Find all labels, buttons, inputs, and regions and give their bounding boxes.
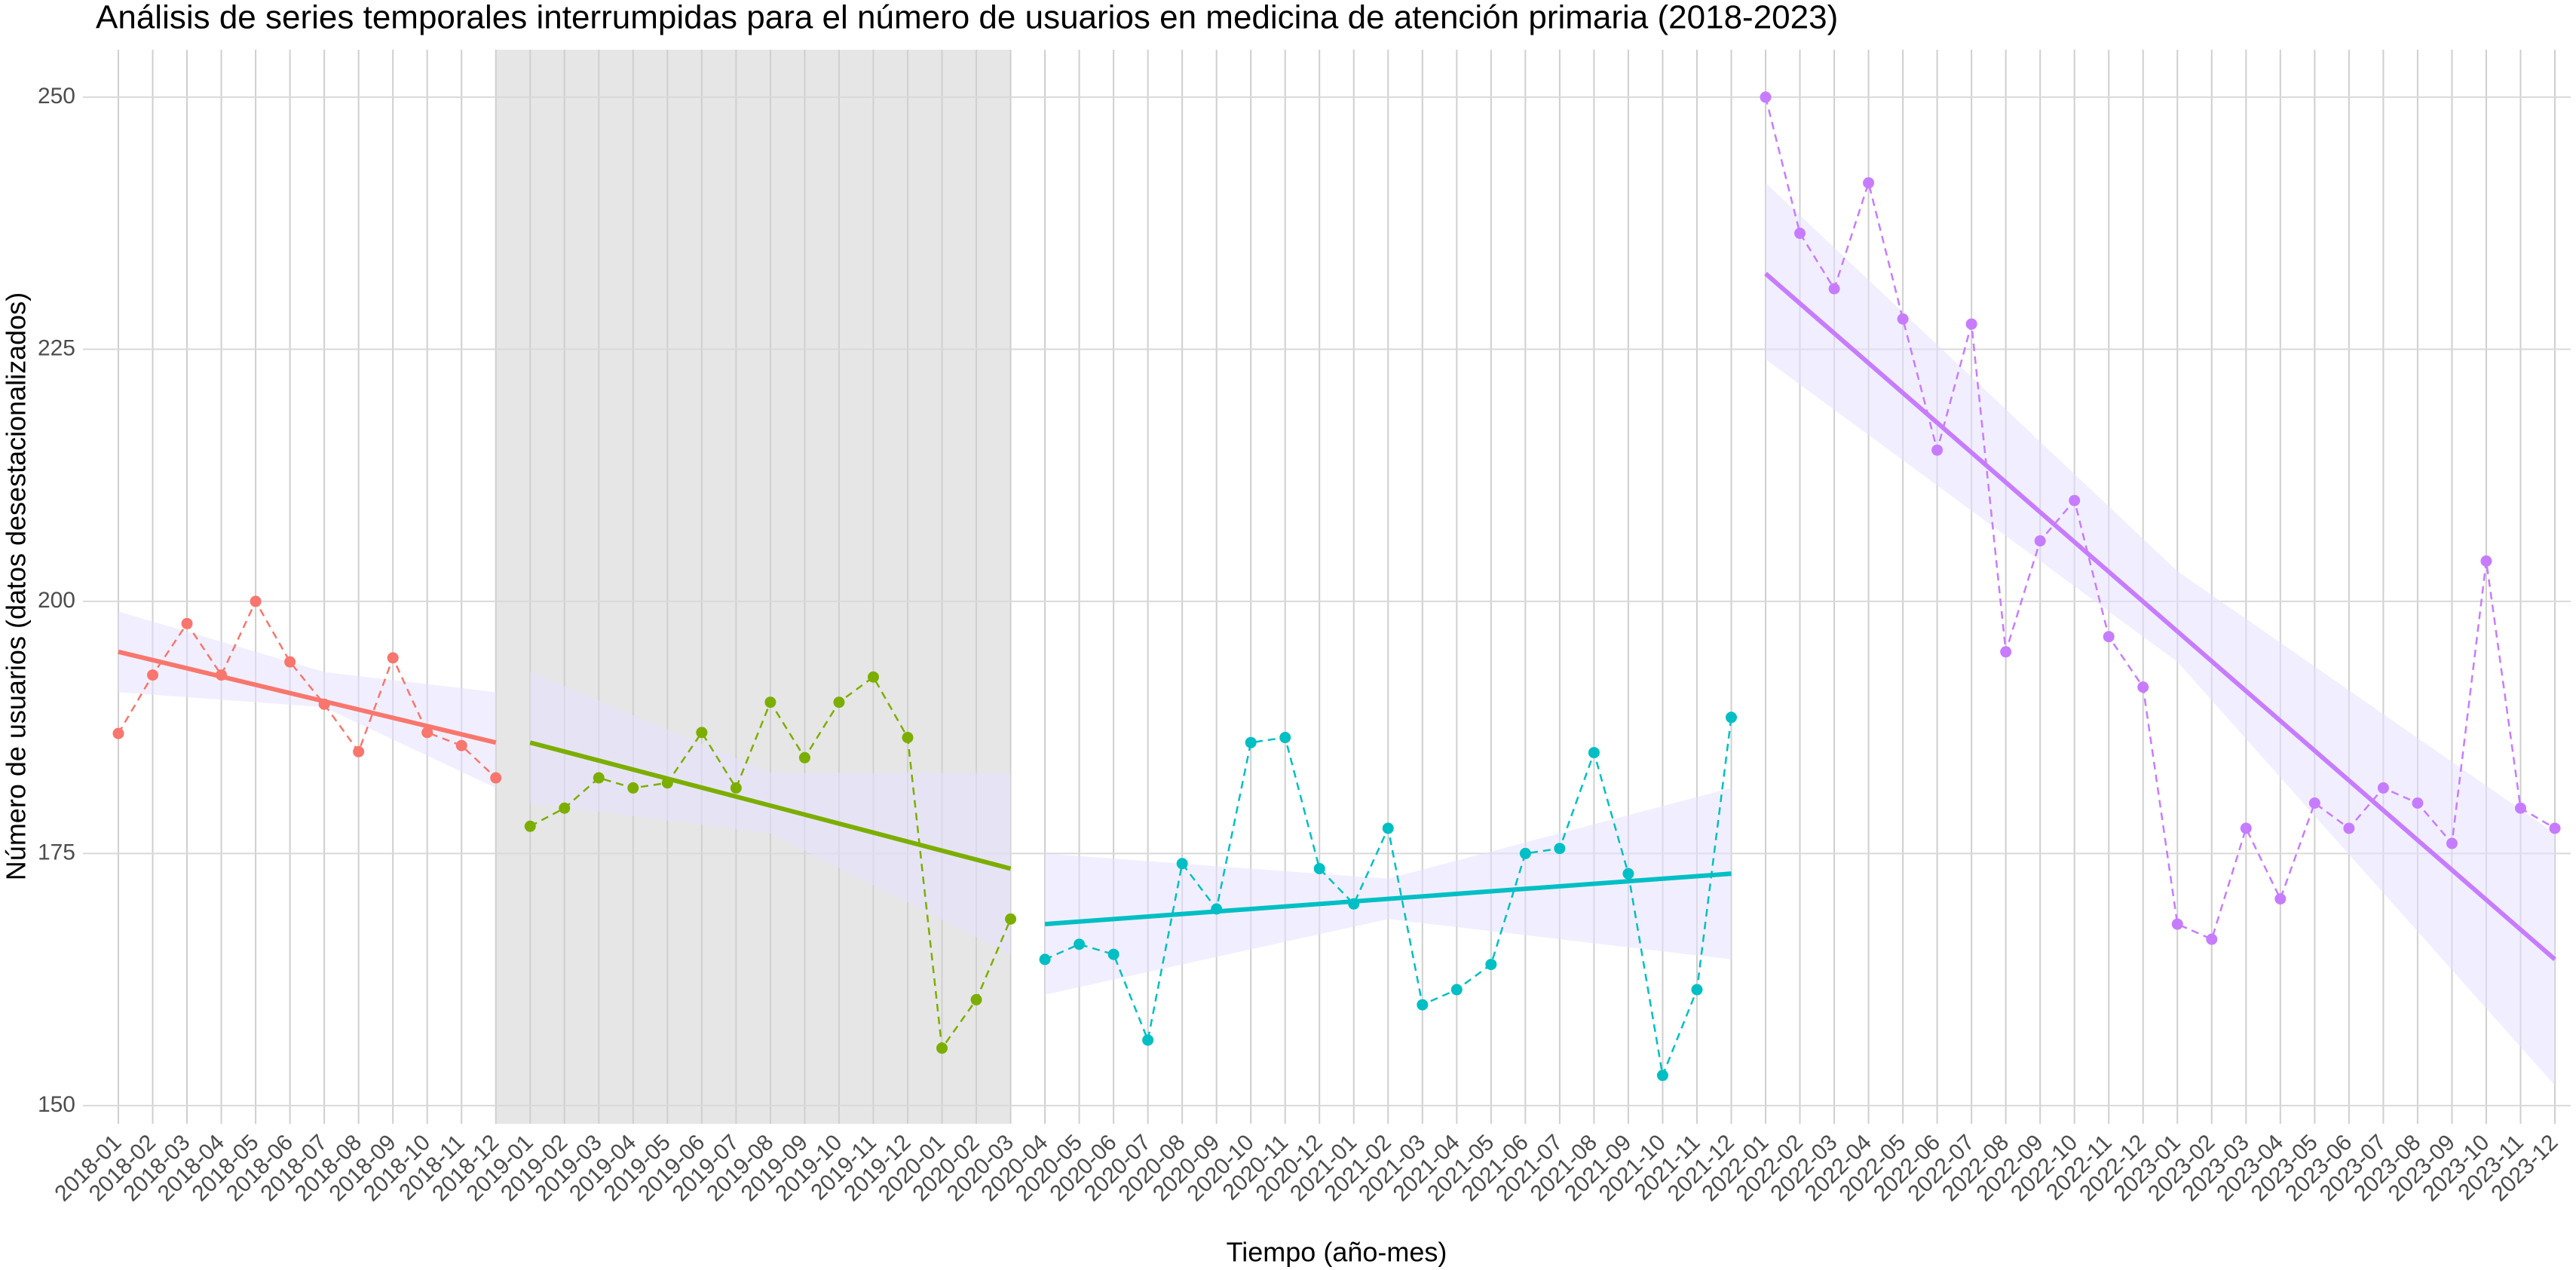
data-point	[1417, 999, 1429, 1011]
data-point	[284, 656, 296, 668]
data-point	[1005, 913, 1017, 925]
data-point	[2480, 555, 2492, 567]
data-point	[2206, 933, 2218, 945]
data-point	[250, 595, 262, 607]
data-point	[1211, 903, 1223, 915]
y-axis-title: Número de usuarios (datos desestacionali…	[1, 292, 32, 880]
data-point	[1313, 862, 1325, 874]
data-point	[1794, 228, 1806, 240]
data-point	[2274, 893, 2287, 905]
x-axis-title: Tiempo (año-mes)	[1227, 1237, 1447, 1268]
data-point	[1039, 953, 1051, 966]
data-point	[2343, 822, 2355, 834]
y-tick-label: 150	[38, 1092, 75, 1117]
data-point	[1348, 898, 1360, 910]
data-point	[1656, 1070, 1668, 1082]
data-point	[1382, 822, 1394, 834]
data-point	[1863, 177, 1875, 189]
data-point	[112, 727, 124, 739]
data-point	[147, 669, 159, 681]
data-point	[867, 671, 879, 683]
data-point	[1897, 313, 1909, 325]
data-point	[353, 745, 365, 757]
data-point	[2446, 837, 2458, 849]
data-point	[730, 782, 742, 794]
data-point	[2034, 535, 2046, 547]
data-point	[1965, 318, 1977, 330]
data-point	[2103, 631, 2115, 643]
series-line	[117, 599, 497, 779]
trend-line	[118, 649, 497, 745]
data-point	[2240, 822, 2252, 834]
chart-title: Análisis de series temporales interrumpi…	[96, 0, 1838, 36]
data-point	[798, 751, 810, 764]
data-point	[1519, 847, 1531, 859]
data-point	[1588, 747, 1600, 759]
data-point	[318, 698, 330, 710]
trend-line	[529, 740, 1012, 871]
y-tick-label: 200	[38, 588, 75, 613]
data-point	[559, 802, 571, 814]
data-point	[661, 777, 673, 789]
data-point	[1245, 736, 1257, 748]
data-point	[524, 820, 536, 832]
data-point	[181, 617, 193, 629]
data-point	[2069, 494, 2081, 506]
data-point	[1485, 959, 1497, 971]
y-tick-label: 175	[38, 840, 75, 865]
confidence-band	[118, 611, 496, 788]
y-tick-label: 250	[38, 84, 75, 109]
data-point	[2171, 918, 2183, 930]
data-point	[1450, 984, 1463, 996]
shaded-interval	[495, 50, 1011, 1124]
data-point	[764, 696, 776, 708]
data-point	[2412, 797, 2424, 809]
data-point	[1142, 1034, 1154, 1046]
data-point	[1279, 732, 1291, 744]
data-point	[1931, 444, 1943, 456]
data-point	[490, 772, 502, 784]
data-point	[1554, 843, 1566, 855]
data-point	[2137, 681, 2149, 693]
data-point	[2549, 822, 2561, 834]
data-point	[936, 1042, 948, 1054]
data-point	[593, 772, 605, 784]
data-point	[1828, 283, 1840, 295]
data-point	[2377, 782, 2389, 794]
confidence-band	[1766, 182, 2555, 1086]
data-point	[902, 732, 914, 744]
data-point	[2308, 797, 2320, 809]
data-point	[1176, 858, 1188, 870]
data-point	[833, 696, 845, 708]
data-point	[970, 993, 982, 1005]
data-point	[2000, 646, 2012, 658]
trend-line	[1764, 271, 2556, 962]
series-line	[1764, 96, 2556, 941]
data-point	[1691, 984, 1703, 996]
data-point	[421, 727, 433, 739]
confidence-band	[530, 672, 1011, 955]
data-point	[696, 727, 708, 739]
data-point	[455, 739, 467, 751]
data-point	[627, 782, 639, 794]
data-point	[1622, 868, 1634, 880]
data-point	[1760, 91, 1772, 103]
y-tick-label: 225	[38, 335, 75, 360]
data-point	[1107, 948, 1120, 960]
data-point	[1074, 938, 1086, 950]
data-point	[2514, 802, 2526, 814]
data-point	[216, 669, 228, 681]
confidence-band	[1045, 788, 1732, 995]
data-point	[387, 652, 399, 664]
data-point	[1725, 712, 1737, 724]
trend-line	[1044, 871, 1732, 927]
